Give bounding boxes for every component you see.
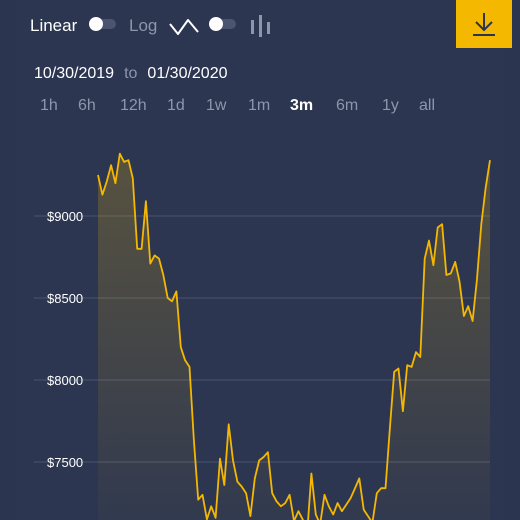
range-1w[interactable]: 1w bbox=[206, 97, 227, 114]
range-1y[interactable]: 1y bbox=[382, 97, 399, 114]
date-range-start: 10/30/2019 bbox=[34, 65, 115, 82]
range-6m[interactable]: 6m bbox=[336, 97, 359, 114]
download-button[interactable] bbox=[456, 0, 512, 48]
download-icon bbox=[473, 13, 495, 36]
price-area-fill bbox=[98, 153, 490, 520]
range-1d[interactable]: 1d bbox=[167, 97, 185, 114]
linear-scale-toggle[interactable] bbox=[89, 17, 116, 31]
toolbar: Linear Log bbox=[0, 0, 520, 52]
log-scale-label[interactable]: Log bbox=[129, 16, 158, 35]
range-1m[interactable]: 1m bbox=[248, 97, 271, 114]
toggle-knob bbox=[209, 17, 223, 31]
y-tick-label: $7500 bbox=[47, 455, 83, 470]
y-tick-label: $8500 bbox=[47, 291, 83, 306]
time-range-selector: 1h 6h 12h 1d 1w 1m 3m 6m 1y all bbox=[0, 96, 520, 118]
range-all[interactable]: all bbox=[419, 97, 436, 114]
toggle-knob bbox=[89, 17, 103, 31]
date-range-separator: to bbox=[124, 65, 138, 82]
date-range-end: 01/30/2020 bbox=[147, 65, 228, 82]
price-line bbox=[97, 152, 491, 520]
chart-type-toggle[interactable] bbox=[209, 17, 236, 31]
range-6h[interactable]: 6h bbox=[78, 97, 96, 114]
y-tick-label: $9000 bbox=[47, 209, 83, 224]
linear-scale-label[interactable]: Linear bbox=[30, 16, 78, 35]
candlestick-icon[interactable] bbox=[250, 14, 272, 38]
range-3m[interactable]: 3m bbox=[290, 97, 314, 114]
y-tick-label: $8000 bbox=[47, 373, 83, 388]
date-range[interactable]: 10/30/2019 to 01/30/2020 bbox=[34, 64, 228, 84]
range-1h[interactable]: 1h bbox=[40, 97, 58, 114]
line-chart-icon[interactable] bbox=[168, 16, 200, 38]
range-12h[interactable]: 12h bbox=[120, 97, 147, 114]
price-chart: $9000 $8500 $8000 $7500 bbox=[34, 152, 491, 520]
